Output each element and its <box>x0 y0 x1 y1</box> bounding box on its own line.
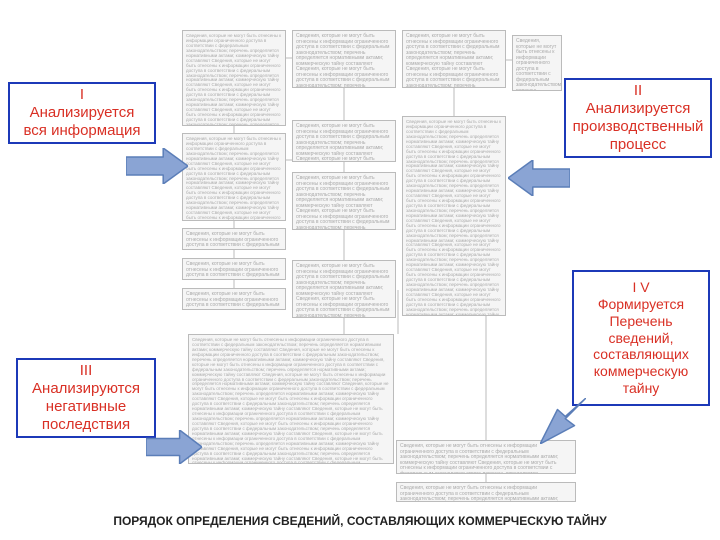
roman-iii: III <box>80 362 93 379</box>
arrow-iii-right <box>146 430 202 464</box>
faded-doc-box: Сведения, которые не могут быть отнесены… <box>512 35 562 91</box>
faded-doc-box: Сведения, которые не могут быть отнесены… <box>402 30 506 88</box>
faded-doc-box: Сведения, которые не могут быть отнесены… <box>182 30 286 126</box>
faded-doc-box: Сведения, которые не могут быть отнесены… <box>182 288 286 310</box>
arrow-i-right <box>126 148 188 184</box>
callout-box-iv: I V ФормируетсяПереченьсведений,составля… <box>572 270 710 406</box>
faded-doc-box: Сведения, которые не могут быть отнесены… <box>182 228 286 250</box>
text-iii: Анализируютсянегативныепоследствия <box>32 380 140 433</box>
faded-doc-box: Сведения, которые не могут быть отнесены… <box>292 120 396 162</box>
text-i: Анализируетсявся информация <box>23 104 140 139</box>
text-iv: ФормируетсяПереченьсведений,составляющих… <box>593 296 689 396</box>
roman-ii: II <box>634 82 642 99</box>
faded-doc-box: Сведения, которые не могут быть отнесены… <box>188 334 394 464</box>
faded-doc-box: Сведения, которые не могут быть отнесены… <box>292 260 396 318</box>
faded-doc-box: Сведения, которые не могут быть отнесены… <box>396 482 576 502</box>
callout-box-i: I Анализируетсявся информация <box>8 82 156 144</box>
callout-box-ii: II Анализируетсяпроизводственныйпроцесс <box>564 78 712 158</box>
arrow-iv-downleft <box>540 398 586 444</box>
diagram-stage: Сведения, которые не могут быть отнесены… <box>0 0 720 540</box>
faded-doc-box: Сведения, которые не могут быть отнесены… <box>182 133 286 221</box>
callout-box-iii: III Анализируютсянегативныепоследствия <box>16 358 156 438</box>
faded-doc-box: Сведения, которые не могут быть отнесены… <box>402 116 506 316</box>
faded-doc-box: Сведения, которые не могут быть отнесены… <box>396 440 576 474</box>
roman-i: I <box>80 86 84 103</box>
arrow-ii-left <box>508 160 570 196</box>
faded-doc-box: Сведения, которые не могут быть отнесены… <box>182 258 286 280</box>
caption-text: ПОРЯДОК ОПРЕДЕЛЕНИЯ СВЕДЕНИЙ, СОСТАВЛЯЮЩ… <box>113 514 606 528</box>
text-ii: Анализируетсяпроизводственныйпроцесс <box>573 100 704 153</box>
diagram-caption: ПОРЯДОК ОПРЕДЕЛЕНИЯ СВЕДЕНИЙ, СОСТАВЛЯЮЩ… <box>0 514 720 528</box>
faded-doc-box: Сведения, которые не могут быть отнесены… <box>292 30 396 88</box>
faded-doc-box: Сведения, которые не могут быть отнесены… <box>292 172 396 230</box>
roman-iv: I V <box>632 279 649 295</box>
